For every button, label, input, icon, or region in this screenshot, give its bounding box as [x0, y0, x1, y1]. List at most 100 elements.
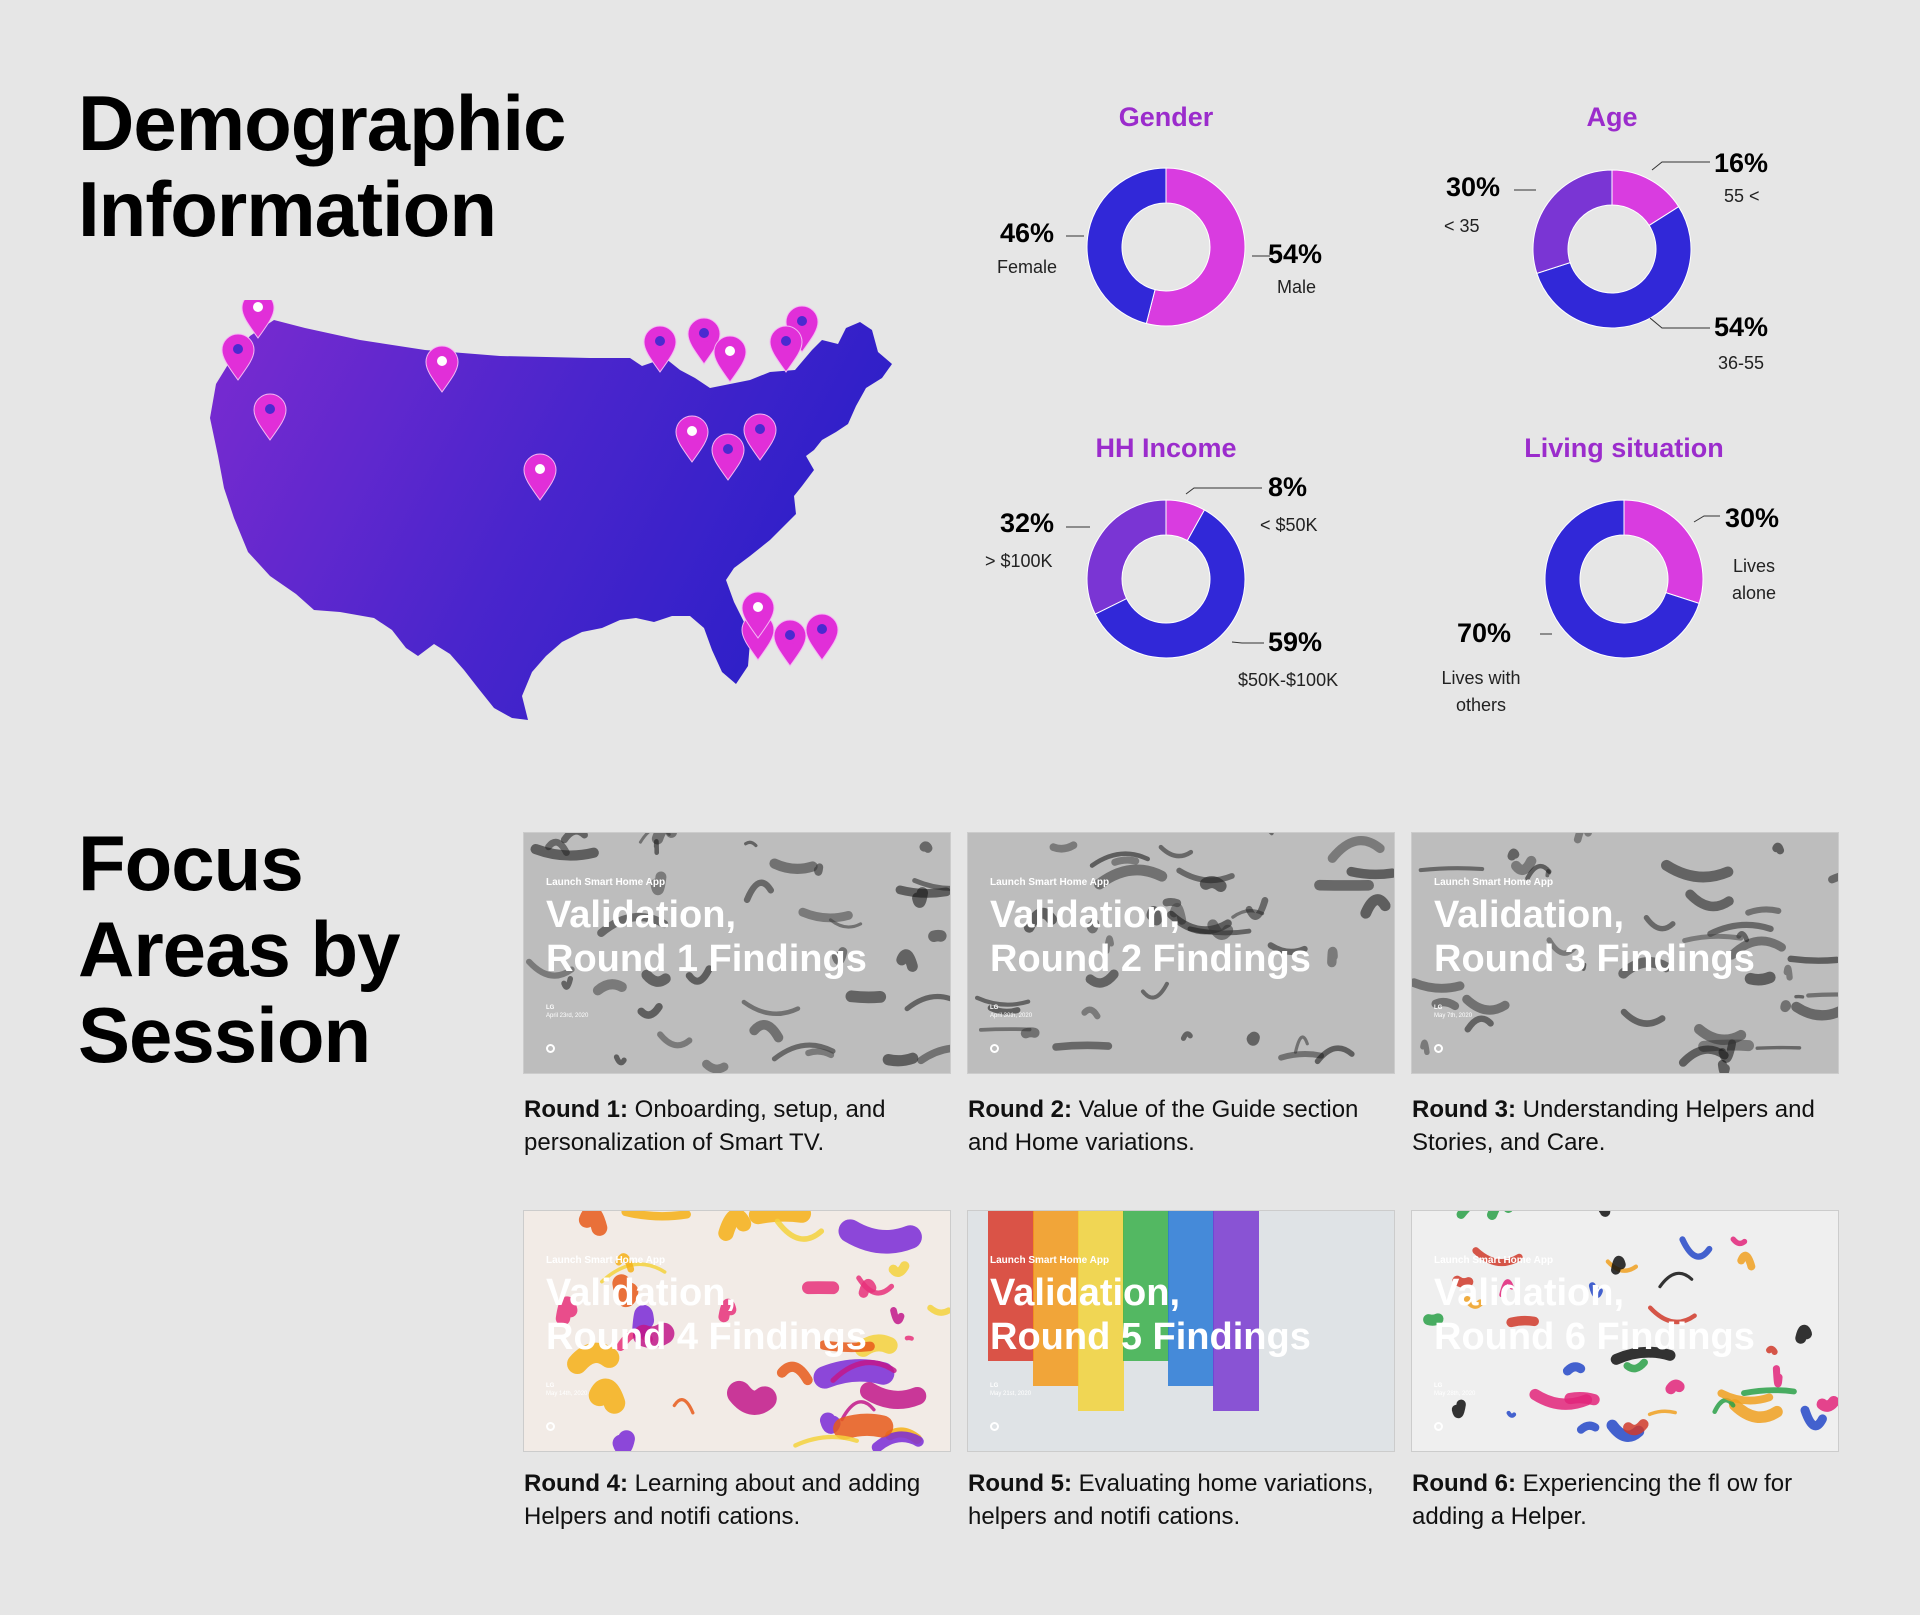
caption-round-label: Round 4: — [524, 1470, 628, 1497]
card-title: Validation, Round 4 Findings — [546, 1272, 867, 1358]
gender-female-pct: 46% — [1000, 218, 1055, 248]
card-date: May 14th, 2020 — [546, 1391, 588, 1397]
card-brand: LG — [1434, 1005, 1443, 1011]
location-pin-icon — [241, 291, 275, 339]
card-brand: LG — [1434, 1383, 1443, 1389]
income-over100k-label: > $100K — [985, 551, 1053, 571]
caption-text: Understanding Helpers and Stories, and C… — [1412, 1096, 1815, 1156]
brush-stroke-artwork — [988, 1211, 1259, 1411]
card-date: April 23rd, 2020 — [546, 1013, 589, 1019]
location-pin-icon — [711, 433, 745, 481]
income-50-100k-pct: 59% — [1268, 627, 1323, 657]
demographic-donuts — [1066, 161, 1720, 659]
card-title: Validation, Round 2 Findings — [990, 894, 1311, 980]
living-others-label: Lives with others — [1441, 668, 1521, 715]
location-pin-icon — [773, 619, 807, 667]
card-brand: LG — [546, 1383, 555, 1389]
caption-round-label: Round 5: — [968, 1470, 1072, 1497]
card-brand: LG — [990, 1383, 999, 1389]
card-title: Validation, Round 3 Findings — [1434, 894, 1755, 980]
session-card-round-4[interactable]: Launch Smart Home App Validation, Round 4… — [524, 1211, 950, 1451]
session-caption-round-2: Round 2: Value of the Guide section and … — [968, 1093, 1388, 1159]
session-caption-round-1: Round 1: Onboarding, setup, and personal… — [524, 1093, 944, 1159]
caption-text: Experiencing the fl ow for adding a Help… — [1412, 1470, 1793, 1530]
caption-text: Evaluating home variations, helpers and … — [968, 1470, 1374, 1530]
session-caption-round-5: Round 5: Evaluating home variations, hel… — [968, 1467, 1388, 1533]
session-caption-round-3: Round 3: Understanding Helpers and Stori… — [1412, 1093, 1832, 1159]
session-caption-round-6: Round 6: Experiencing the fl ow for addi… — [1412, 1467, 1832, 1533]
focus-areas-heading: Focus Areas by Session — [78, 819, 401, 1079]
card-kicker: Launch Smart Home App — [546, 1255, 666, 1266]
card-circle-icon — [1434, 1422, 1443, 1431]
leader-line — [1185, 487, 1262, 495]
brush-stroke-artwork — [1412, 833, 1838, 1073]
usa-map-icon — [210, 291, 892, 720]
living-others-pct: 70% — [1457, 618, 1512, 648]
card-kicker: Launch Smart Home App — [546, 877, 666, 888]
brush-stroke-artwork — [1423, 1211, 1838, 1442]
card-date: May 21st, 2020 — [990, 1391, 1032, 1397]
leader-line — [1231, 641, 1264, 644]
session-caption-round-4: Round 4: Learning about and adding Helpe… — [524, 1467, 944, 1533]
location-pin-icon — [643, 325, 677, 373]
income-chart-title: HH Income — [1095, 433, 1237, 463]
card-brand: LG — [990, 1005, 999, 1011]
gender-female-label: Female — [997, 257, 1058, 277]
location-pin-icon — [221, 333, 255, 381]
age-over55-label: 55 < — [1724, 186, 1760, 206]
card-kicker: Launch Smart Home App — [1434, 877, 1554, 888]
brush-stroke-artwork — [555, 1211, 950, 1451]
card-date: April 30th, 2020 — [990, 1013, 1033, 1019]
card-circle-icon — [546, 1044, 555, 1053]
location-pin-icon — [805, 613, 839, 661]
gender-chart-title: Gender — [1118, 102, 1214, 132]
card-date: May 28th, 2020 — [1434, 1391, 1476, 1397]
card-kicker: Launch Smart Home App — [990, 1255, 1110, 1266]
age-chart-title: Age — [1586, 102, 1638, 132]
card-title: Validation, Round 6 Findings — [1434, 1272, 1755, 1358]
card-brand: LG — [546, 1005, 555, 1011]
card-circle-icon — [990, 1422, 999, 1431]
age-36-55-pct: 54% — [1714, 312, 1769, 342]
age-36-55-label: 36-55 — [1718, 353, 1765, 373]
leader-line — [1693, 515, 1720, 523]
location-pin-icon — [425, 345, 459, 393]
donut-slice-100k — [1086, 499, 1167, 615]
usa-shape — [210, 320, 892, 720]
donut-slice-35 — [1532, 169, 1613, 275]
card-circle-icon — [1434, 1044, 1443, 1053]
location-pin-icon — [769, 325, 803, 373]
card-kicker: Launch Smart Home App — [990, 877, 1110, 888]
age-under35-pct: 30% — [1446, 172, 1501, 202]
brush-stroke-artwork — [974, 833, 1394, 1065]
donut-slice-lives-alone — [1623, 499, 1704, 605]
caption-round-label: Round 2: — [968, 1096, 1072, 1123]
session-card-round-3[interactable]: Launch Smart Home App Validation, Round 3… — [1412, 833, 1838, 1073]
session-card-round-2[interactable]: Launch Smart Home App Validation, Round 2… — [968, 833, 1394, 1073]
card-kicker: Launch Smart Home App — [1434, 1255, 1554, 1266]
location-pin-icon — [523, 453, 557, 501]
living-alone-pct: 30% — [1725, 503, 1780, 533]
leader-line — [1649, 317, 1710, 329]
income-50-100k-label: $50K-$100K — [1238, 670, 1339, 690]
income-under50k-label: < $50K — [1260, 515, 1318, 535]
gender-male-pct: 54% — [1268, 239, 1323, 269]
leader-line — [1651, 161, 1710, 171]
donut-slice-lives-with-others — [1544, 499, 1700, 659]
age-over55-pct: 16% — [1714, 148, 1769, 178]
location-pin-icon — [741, 591, 775, 639]
location-pin-icon — [743, 413, 777, 461]
session-card-round-1[interactable]: Launch Smart Home App Validation, Round 1… — [524, 833, 950, 1073]
card-title: Validation, Round 5 Findings — [990, 1272, 1311, 1358]
session-card-round-6[interactable]: Launch Smart Home App Validation, Round 6… — [1412, 1211, 1838, 1451]
session-card-round-5[interactable]: Launch Smart Home App Validation, Round 5… — [968, 1211, 1394, 1451]
gender-male-label: Male — [1277, 277, 1317, 297]
card-circle-icon — [546, 1422, 555, 1431]
caption-text: Learning about and adding Helpers and no… — [524, 1470, 921, 1530]
income-over100k-pct: 32% — [1000, 508, 1055, 538]
brush-stroke-artwork — [525, 833, 950, 1073]
living-chart-title: Living situation — [1524, 433, 1724, 463]
donut-slice-female — [1086, 167, 1167, 325]
caption-round-label: Round 1: — [524, 1096, 628, 1123]
location-pin-icon — [687, 317, 721, 365]
